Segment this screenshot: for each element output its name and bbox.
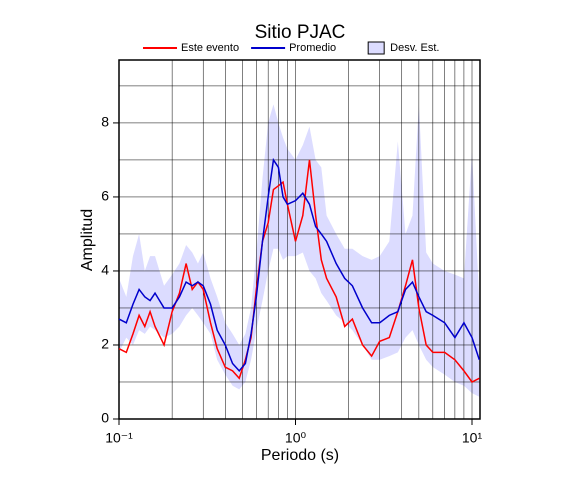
y-tick-label: 6 (101, 188, 109, 204)
legend-label: Desv. Est. (390, 42, 439, 54)
x-tick-label: 10¹ (462, 430, 483, 446)
legend-label: Este evento (181, 42, 239, 54)
y-tick-label: 8 (101, 114, 109, 130)
legend-label: Promedio (289, 42, 336, 54)
y-axis-label: Amplitud (79, 209, 96, 271)
chart-title: Sitio PJAC (255, 22, 346, 43)
series-line (118, 157, 481, 373)
plot-frame (118, 59, 481, 420)
y-tick-label: 4 (101, 262, 109, 278)
legend-swatch (367, 41, 385, 55)
x-axis-label: Periodo (s) (261, 447, 339, 464)
x-tick-label: 10⁻¹ (105, 430, 133, 446)
y-tick-label: 0 (101, 410, 109, 426)
y-tick-label: 2 (101, 336, 109, 352)
std-band (119, 104, 480, 397)
x-tick-label: 10⁰ (285, 430, 307, 446)
